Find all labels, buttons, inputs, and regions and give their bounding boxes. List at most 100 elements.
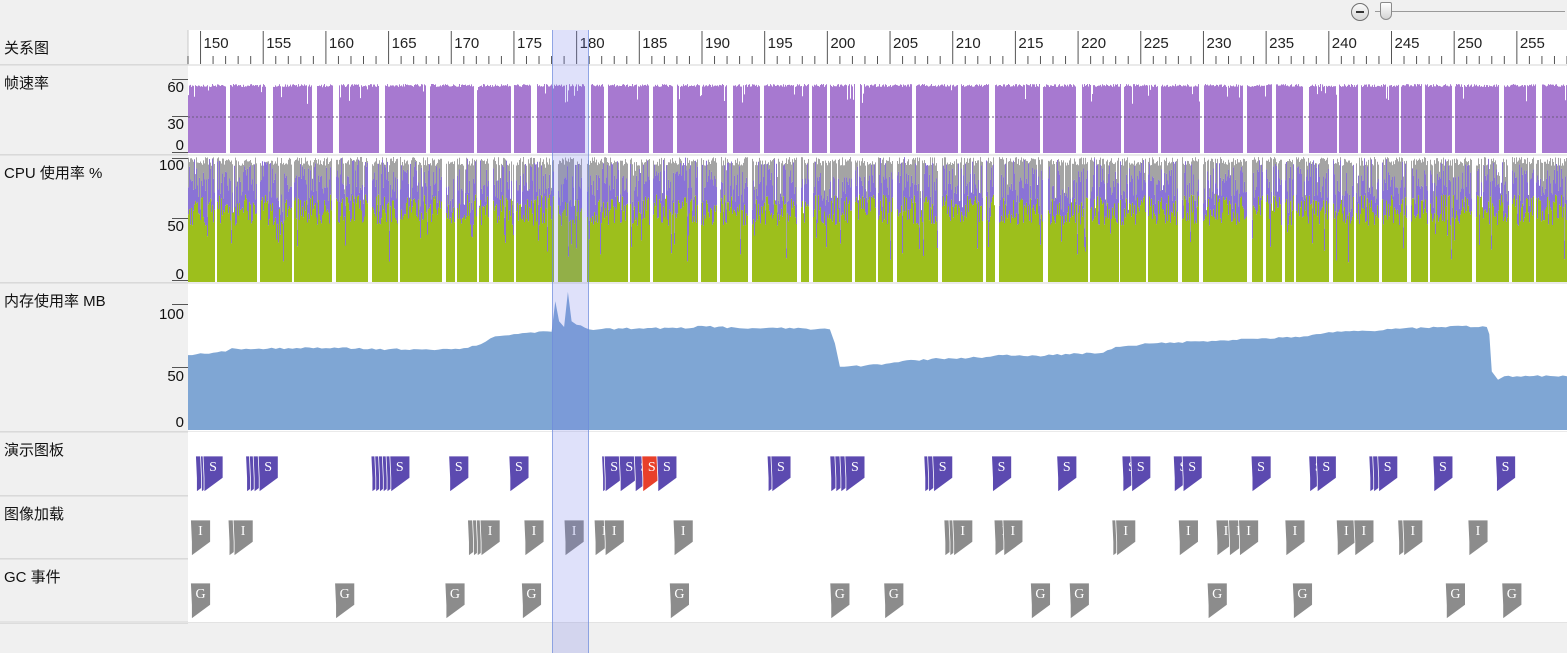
storyboard-marker[interactable]: S: [1056, 455, 1078, 493]
storyboard-marker-letter: S: [851, 460, 859, 475]
image-load-marker[interactable]: I: [952, 519, 974, 557]
storyboard-marker-shape: [770, 455, 792, 493]
storyboard-marker[interactable]: S: [991, 455, 1012, 493]
image-load-marker[interactable]: I: [523, 519, 545, 557]
gc-marker-letter: G: [674, 587, 684, 602]
gc-marker[interactable]: G: [190, 582, 211, 620]
ruler-label: 190: [705, 35, 730, 52]
image-load-marker[interactable]: I: [1284, 519, 1306, 557]
storyboard-marker-letter: S: [455, 460, 463, 475]
gc-marker-letter: G: [1297, 587, 1307, 602]
storyboard-marker[interactable]: S: [1432, 455, 1454, 493]
storyboard-marker[interactable]: S: [1250, 455, 1272, 493]
storyboard-marker[interactable]: S: [1181, 455, 1203, 493]
storyboard-marker-shape: [1315, 455, 1337, 493]
ruler-label: 205: [893, 35, 918, 52]
gc-marker-letter: G: [1212, 587, 1222, 602]
lane-label-memory: 内存使用率 MB 100 50 0: [0, 283, 188, 432]
gc-marker-letter: G: [1074, 587, 1084, 602]
ruler-label: 180: [580, 35, 605, 52]
zoom-out-icon[interactable]: [1351, 3, 1369, 21]
gc-marker[interactable]: G: [521, 582, 542, 620]
storyboard-marker[interactable]: S: [257, 455, 279, 493]
image-load-marker-shape: [1284, 519, 1306, 557]
memory-tick-0: 0: [175, 414, 184, 431]
gc-marker-shape: [1030, 582, 1051, 620]
storyboard-marker[interactable]: S: [1315, 455, 1337, 493]
gc-marker[interactable]: G: [1206, 582, 1228, 620]
image-load-marker-letter: I: [1224, 524, 1229, 539]
image-load-marker[interactable]: I: [563, 519, 585, 557]
storyboard-marker[interactable]: S: [1495, 455, 1516, 493]
image-load-marker-letter: I: [1362, 524, 1367, 539]
image-load-marker[interactable]: I: [479, 519, 501, 557]
storyboard-marker-shape: [1056, 455, 1078, 493]
image-load-marker[interactable]: I: [1467, 519, 1489, 557]
image-load-marker[interactable]: I: [1002, 519, 1024, 557]
storyboard-marker[interactable]: S: [448, 455, 470, 493]
storyboard-marker[interactable]: S: [1130, 455, 1152, 493]
storyboard-marker[interactable]: S: [770, 455, 792, 493]
gc-marker[interactable]: G: [1068, 582, 1090, 620]
image-load-marker[interactable]: I: [672, 519, 694, 557]
image-load-marker-letter: I: [532, 524, 537, 539]
zoom-slider-thumb[interactable]: [1380, 2, 1392, 20]
ruler-label: 150: [204, 35, 229, 52]
footer-bar: [0, 624, 1567, 653]
gc-marker[interactable]: G: [1292, 582, 1313, 620]
ruler-label: 210: [956, 35, 981, 52]
gc-marker[interactable]: G: [444, 582, 466, 620]
storyboard-marker[interactable]: S: [656, 455, 678, 493]
gc-marker[interactable]: G: [829, 582, 851, 620]
gc-marker-shape: [521, 582, 542, 620]
gc-marker[interactable]: G: [334, 582, 356, 620]
storyboard-marker[interactable]: S: [932, 455, 954, 493]
storyboard-marker[interactable]: S: [1377, 455, 1399, 493]
gc-marker-letter: G: [889, 587, 899, 602]
image-load-lane: IIIIIIIIIIIIIIIIIIIII: [188, 496, 1567, 559]
image-load-marker[interactable]: I: [1353, 519, 1375, 557]
framerate-tick-mark-30: [172, 116, 188, 117]
image-load-marker[interactable]: I: [1177, 519, 1199, 557]
storyboard-marker-shape: [508, 455, 530, 493]
image-load-marker[interactable]: I: [1335, 519, 1357, 557]
storyboard-marker[interactable]: S: [389, 455, 411, 493]
image-load-marker[interactable]: I: [1115, 519, 1137, 557]
ruler-label: 155: [266, 35, 291, 52]
storyboard-marker[interactable]: S: [844, 455, 866, 493]
image-load-marker[interactable]: I: [1238, 519, 1259, 557]
image-load-marker[interactable]: I: [603, 519, 625, 557]
storyboard-background: [188, 432, 1567, 496]
image-load-marker-letter: I: [1344, 524, 1349, 539]
cpu-tick-100: 100: [158, 157, 184, 174]
storyboard-marker[interactable]: S: [202, 455, 224, 493]
lane-label-gc: GC 事件: [0, 559, 188, 624]
image-load-marker-shape: [603, 519, 625, 557]
ruler-label: 185: [642, 35, 667, 52]
storyboard-marker[interactable]: S: [508, 455, 530, 493]
gc-marker[interactable]: G: [1444, 582, 1466, 620]
storyboard-label: 演示图板: [4, 442, 65, 459]
gc-marker-letter: G: [450, 587, 460, 602]
image-load-marker-shape: [1002, 519, 1024, 557]
image-load-label: 图像加载: [4, 506, 65, 523]
gc-marker[interactable]: G: [1501, 582, 1523, 620]
zoom-slider-track[interactable]: [1375, 11, 1565, 12]
image-load-marker[interactable]: I: [1402, 519, 1424, 557]
gc-marker[interactable]: G: [883, 582, 905, 620]
storyboard-marker-shape: [932, 455, 954, 493]
gc-marker[interactable]: G: [668, 582, 690, 620]
gc-marker[interactable]: G: [1030, 582, 1051, 620]
image-load-marker-shape: [952, 519, 974, 557]
cpu-tick-mark-0: [172, 280, 188, 281]
memory-tick-50: 50: [167, 368, 184, 385]
image-load-marker[interactable]: I: [190, 519, 211, 557]
storyboard-marker-letter: S: [1063, 460, 1071, 475]
storyboard-marker-letter: S: [610, 460, 618, 475]
image-load-marker-letter: I: [1011, 524, 1016, 539]
image-load-marker[interactable]: I: [232, 519, 254, 557]
storyboard-marker-shape: [202, 455, 224, 493]
cpu-chart: [188, 155, 1567, 283]
image-load-marker-shape: [1115, 519, 1137, 557]
